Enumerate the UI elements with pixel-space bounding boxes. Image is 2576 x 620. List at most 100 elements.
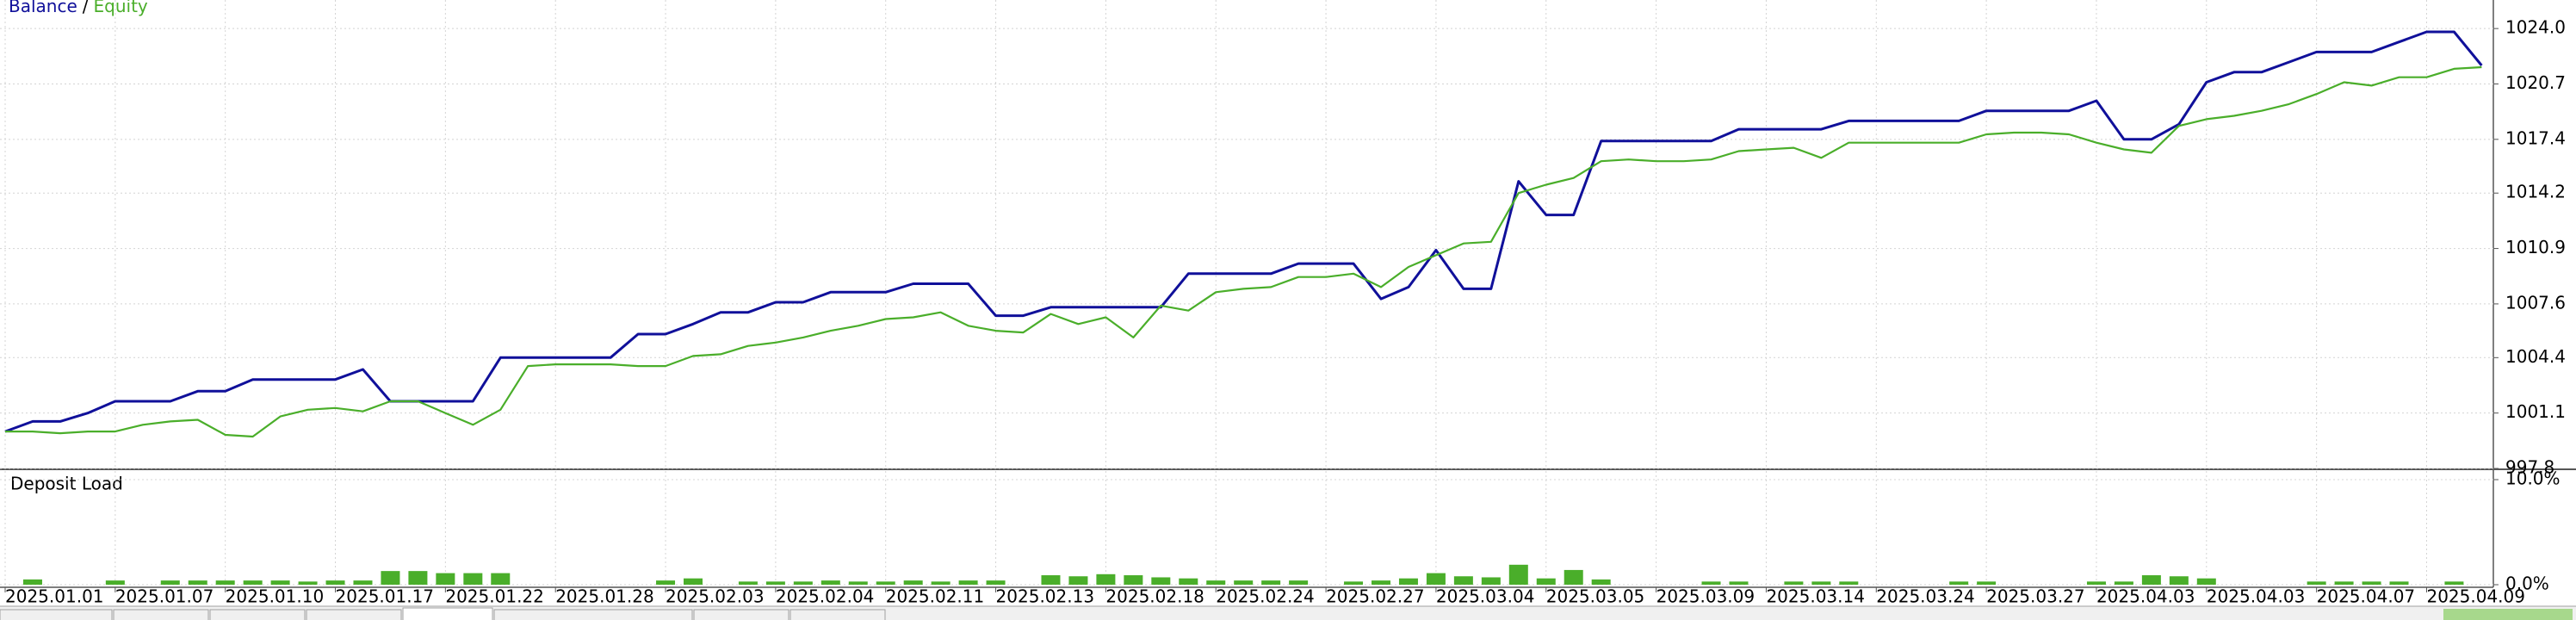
deposit-load-bar (1179, 578, 1198, 585)
deposit-load-bar (408, 571, 428, 585)
deposit-load-bar (22, 579, 42, 585)
x-tick-label: 2025.02.18 (1105, 586, 1204, 607)
deposit-load-bar (2086, 581, 2106, 585)
deposit-load-bar (1426, 573, 1446, 585)
deposit-load-bar (1151, 577, 1171, 585)
deposit-load-bar (1508, 564, 1528, 585)
y-tick-label: 1024.0 (2505, 17, 2566, 38)
x-tick-label: 2025.03.24 (1876, 586, 1975, 607)
deposit-load-bar (684, 578, 703, 585)
deposit-load-bar (931, 581, 951, 585)
x-tick-label: 2025.02.04 (776, 586, 875, 607)
deposit-load-bar (1124, 575, 1143, 585)
deposit-load-bar (1206, 580, 1226, 585)
tab[interactable] (113, 609, 209, 620)
deposit-load-bar (738, 581, 758, 585)
deposit-load-bar (2444, 581, 2464, 585)
deposit-load-bar (1536, 578, 1556, 585)
deposit-load-bar (2141, 575, 2161, 585)
x-tick-label: 2025.01.22 (445, 586, 544, 607)
deposit-load-bar (1591, 579, 1611, 585)
y-tick-label: 1020.7 (2505, 72, 2566, 93)
equity-line (5, 65, 2482, 438)
x-tick-label: 2025.04.07 (2317, 586, 2416, 607)
y-tick-label: 1017.4 (2505, 127, 2566, 148)
deposit-load-bar (463, 573, 483, 585)
deposit-load-bar (353, 580, 373, 585)
deposit-load-bar (270, 580, 290, 585)
y-tick-label: 1007.6 (2505, 292, 2566, 313)
deposit-load-bar (958, 580, 978, 585)
y-tick-label: 0.0% (2505, 574, 2549, 594)
deposit-load-bar (2334, 581, 2354, 585)
deposit-load-bar (2114, 581, 2133, 585)
deposit-load-bar (298, 581, 318, 585)
x-tick-label: 2025.03.14 (1766, 586, 1865, 607)
deposit-load-bar (105, 580, 125, 585)
tab[interactable] (209, 609, 306, 620)
x-tick-label: 2025.03.05 (1546, 586, 1645, 607)
x-tick-label: 2025.02.13 (996, 586, 1095, 607)
deposit-load-bar (1372, 580, 1390, 585)
deposit-load-bar (765, 581, 785, 585)
deposit-load-bar (793, 581, 813, 585)
deposit-load-bar (1234, 580, 1254, 585)
deposit-load-bar (1839, 581, 1859, 585)
legend-separator: / (83, 0, 89, 16)
deposit-load-bar (986, 580, 1006, 585)
deposit-load-bar (1784, 581, 1804, 585)
y-tick-label: 1004.4 (2505, 346, 2566, 367)
x-tick-label: 2025.04.03 (2096, 586, 2195, 607)
deposit-load-bar (1564, 569, 1583, 585)
deposit-load-bar (381, 571, 400, 585)
legend-entry: Balance (9, 0, 77, 16)
legend-entry: Equity (94, 0, 148, 16)
deposit-load-bar (848, 581, 868, 585)
deposit-load-bar (2307, 581, 2326, 585)
deposit-load-bar (325, 580, 345, 585)
y-tick-label: 1010.9 (2505, 237, 2566, 257)
deposit-load-bar (1949, 581, 1969, 585)
deposit-load-bar (491, 573, 511, 585)
x-tick-label: 2025.03.27 (1986, 586, 2085, 607)
x-tick-label: 2025.01.07 (115, 586, 214, 607)
x-tick-label: 2025.01.28 (555, 586, 654, 607)
tab[interactable] (0, 609, 113, 620)
x-tick-label: 2025.04.03 (2207, 586, 2306, 607)
deposit-load-bar (1811, 581, 1831, 585)
deposit-load-bar (188, 580, 207, 585)
deposit-load-bar (436, 573, 455, 585)
deposit-load-bar (1041, 575, 1061, 585)
tab[interactable] (493, 609, 693, 620)
deposit-load-bar (903, 580, 923, 585)
deposit-load-bar (1729, 581, 1749, 585)
deposit-load-bar (160, 580, 180, 585)
tab-active[interactable] (402, 607, 493, 620)
deposit-load-bar (1398, 578, 1418, 585)
x-tick-label: 2025.02.27 (1326, 586, 1425, 607)
x-tick-label: 2025.02.24 (1216, 586, 1315, 607)
deposit-load-bar (1261, 580, 1281, 585)
deposit-load-bar (876, 581, 895, 585)
tab[interactable] (790, 609, 886, 620)
deposit-load-bar (1481, 577, 1501, 585)
x-tick-label: 2025.04.09 (2426, 586, 2525, 607)
x-tick-label: 2025.03.09 (1656, 586, 1756, 607)
deposit-load-bar (1977, 581, 1997, 585)
deposit-load-bar (1068, 576, 1088, 585)
deposit-load-bar (215, 580, 235, 585)
x-tick-label: 2025.01.10 (226, 586, 325, 607)
tab[interactable] (306, 609, 402, 620)
x-tick-label: 2025.01.17 (336, 586, 435, 607)
y-tick-label: 1014.2 (2505, 182, 2566, 202)
legend: Balance / Equity (9, 0, 148, 16)
tab[interactable] (693, 609, 790, 620)
deposit-load-bar (1701, 581, 1721, 585)
deposit-load-bar (820, 580, 840, 585)
deposit-load-bar (2169, 576, 2189, 585)
deposit-load-bar (1344, 581, 1364, 585)
deposit-load-bar (243, 580, 263, 585)
